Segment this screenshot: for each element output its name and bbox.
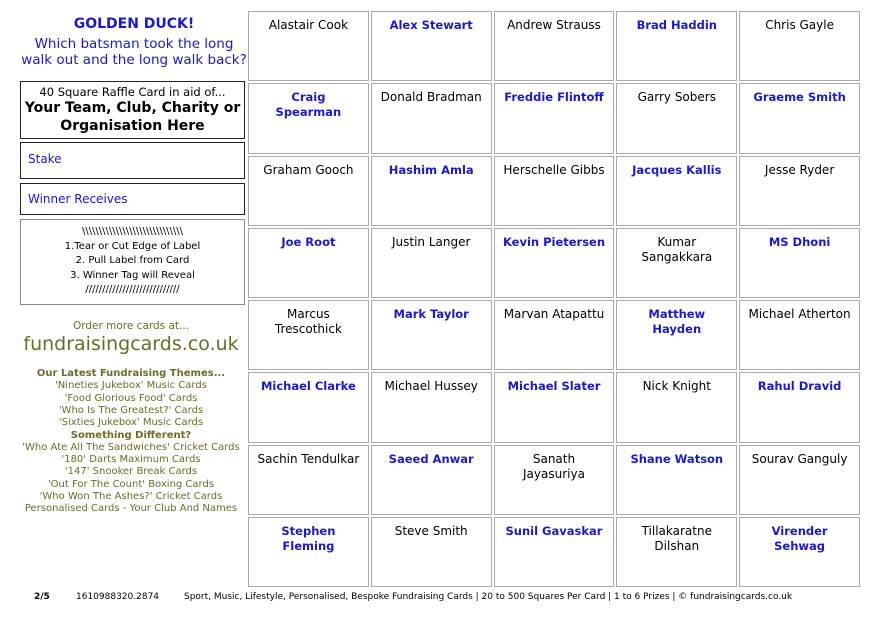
raffle-cell: Brad Haddin — [616, 11, 738, 82]
themes-heading: Our Latest Fundraising Themes... — [36, 368, 226, 379]
winner-box: Winner Receives — [20, 183, 245, 215]
raffle-cell: Rahul Dravid — [739, 372, 860, 443]
raffle-cell: Saeed Anwar — [370, 444, 492, 515]
raffle-cell: Michael Slater — [493, 372, 615, 443]
instruction-step: 3. Winner Tag will Reveal — [70, 269, 195, 281]
instruction-step: 2. Pull Label from Card — [75, 255, 190, 266]
instructions-top: \\\\\\\\\\\\\\\\\\\\\\\\\\\\\\ — [81, 226, 184, 237]
raffle-cell: Herschelle Gibbs — [493, 155, 615, 226]
raffle-cell: Steve Smith — [370, 516, 492, 587]
raffle-cell: Graham Gooch — [248, 155, 369, 226]
raffle-cell: Freddie Flintoff — [493, 83, 615, 154]
raffle-cell: Marvan Atapattu — [493, 300, 615, 371]
order-site: fundraisingcards.co.uk — [23, 333, 239, 355]
raffle-cell: Justin Langer — [370, 227, 492, 298]
theme-item: 'Nineties Jukebox' Music Cards — [55, 380, 207, 392]
raffle-line2: Your Team, Club, Charity or Organisation… — [24, 100, 241, 134]
raffle-cell: Tillakaratne Dilshan — [616, 516, 738, 587]
raffle-cell: Michael Hussey — [370, 372, 492, 443]
raffle-cell: Kumar Sangakkara — [616, 227, 738, 298]
raffle-cell: Michael Clarke — [248, 372, 369, 443]
themes-heading2: Something Different? — [70, 429, 192, 441]
raffle-cell: Hashim Amla — [370, 155, 492, 226]
theme-item: '180' Darts Maximum Cards — [61, 454, 201, 466]
raffle-cell: Graeme Smith — [739, 83, 860, 154]
raffle-cell: MS Dhoni — [739, 227, 860, 298]
raffle-cell: Michael Atherton — [739, 300, 860, 371]
footer-page: 2/5 — [34, 592, 50, 602]
theme-item: 'Sixties Jukebox' Music Cards — [58, 417, 204, 429]
theme-item: '147' Snooker Break Cards — [64, 466, 198, 478]
raffle-cell: Donald Bradman — [370, 83, 492, 154]
raffle-cell: Sourav Ganguly — [739, 444, 860, 515]
raffle-cell: Virender Sehwag — [739, 516, 860, 587]
raffle-cell: Mark Taylor — [370, 300, 492, 371]
raffle-cell: Sanath Jayasuriya — [493, 444, 615, 515]
instructions-box: \\\\\\\\\\\\\\\\\\\\\\\\\\\\\\ 1.Tear or… — [20, 219, 245, 305]
raffle-cell: Sachin Tendulkar — [248, 444, 369, 515]
instruction-step: 1.Tear or Cut Edge of Label — [64, 240, 201, 252]
raffle-cell: Joe Root — [248, 227, 369, 298]
raffle-cell: Matthew Hayden — [616, 300, 738, 371]
grid: Alastair Cook Alex Stewart Andrew Strauss B… — [247, 10, 861, 588]
theme-item: 'Who Is The Greatest?' Cards — [58, 404, 204, 416]
raffle-cell: Andrew Strauss — [493, 11, 615, 82]
raffle-cell: Marcus Trescothick — [248, 300, 369, 371]
instructions-bottom: //////////////////////////// — [85, 284, 180, 295]
theme-item: 'Who Won The Ashes?' Cricket Cards — [39, 491, 223, 502]
raffle-line1: 40 Square Raffle Card in aid of... — [39, 85, 226, 99]
question: Which batsman took the long walk out and… — [21, 36, 247, 68]
theme-item: 'Food Glorious Food' Cards — [64, 392, 198, 404]
stake-label: Stake — [28, 152, 62, 166]
raffle-cell: Alastair Cook — [248, 11, 369, 82]
raffle-cell: Shane Watson — [616, 444, 738, 515]
theme-item: Personalised Cards - Your Club And Names — [24, 503, 238, 515]
raffle-cell: Chris Gayle — [739, 11, 860, 82]
raffle-cell: Jacques Kallis — [616, 155, 738, 226]
stake-box: Stake — [20, 142, 245, 179]
raffle-cell: Stephen Fleming — [248, 516, 369, 587]
raffle-cell: Kevin Pietersen — [493, 227, 615, 298]
raffle-cell: Sunil Gavaskar — [493, 516, 615, 587]
raffle-cell: Garry Sobers — [616, 83, 738, 154]
footer-id: 1610988320.2874 — [76, 592, 160, 602]
winner-label: Winner Receives — [28, 192, 128, 206]
raffle-cell: Craig Spearman — [248, 83, 369, 154]
raffle-cell: Alex Stewart — [370, 11, 492, 82]
theme-item: 'Out For The Count' Boxing Cards — [47, 478, 215, 490]
footer-text: Sport, Music, Lifestyle, Personalised, B… — [184, 592, 793, 602]
theme-item: 'Who Ate All The Sandwiches' Cricket Car… — [22, 441, 240, 453]
raffle-box: 40 Square Raffle Card in aid of... Your … — [20, 81, 245, 139]
raffle-cell: Nick Knight — [616, 372, 738, 443]
order-text: Order more cards at... — [72, 320, 190, 332]
title: GOLDEN DUCK! — [73, 16, 195, 32]
raffle-cell: Jesse Ryder — [739, 155, 860, 226]
